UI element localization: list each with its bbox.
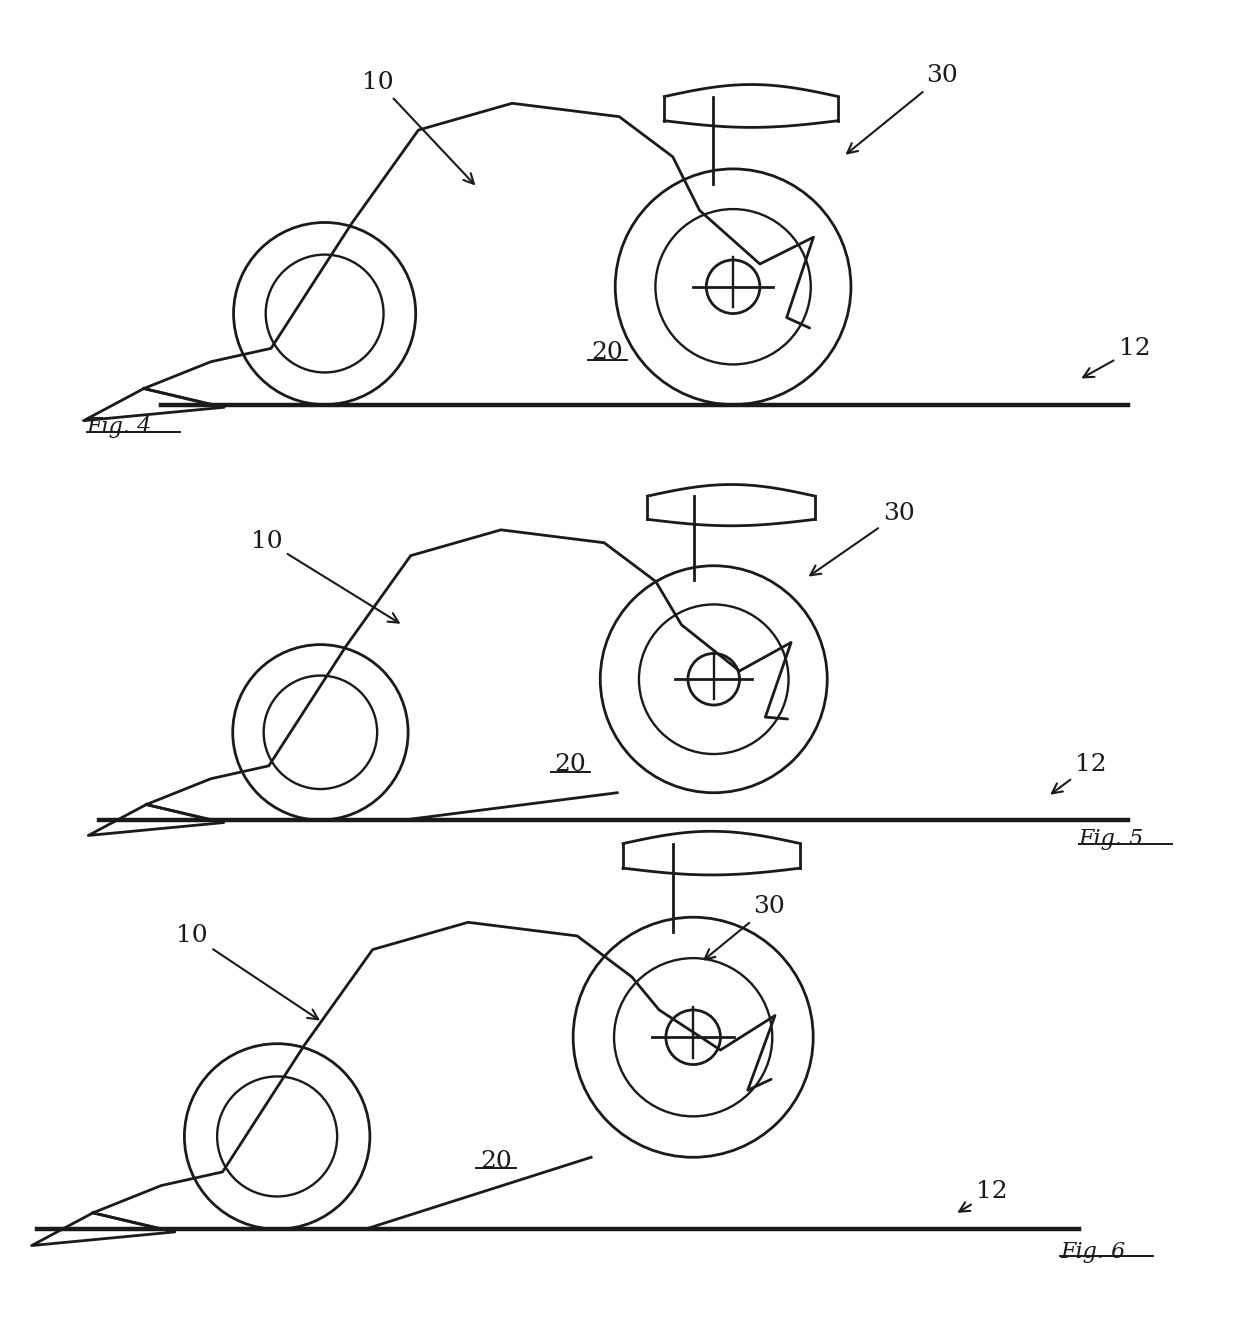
Text: 30: 30 [810, 503, 915, 576]
Text: Fig. 6: Fig. 6 [1060, 1241, 1126, 1262]
Text: 20: 20 [480, 1149, 512, 1173]
Text: 10: 10 [250, 529, 398, 622]
Text: 12: 12 [1052, 753, 1107, 794]
Text: 12: 12 [960, 1181, 1008, 1212]
Text: 10: 10 [362, 70, 474, 184]
Text: Fig. 5: Fig. 5 [1079, 827, 1145, 850]
Text: 20: 20 [591, 340, 624, 364]
Text: 10: 10 [176, 924, 319, 1019]
Text: 20: 20 [554, 753, 587, 775]
Text: 30: 30 [847, 64, 959, 153]
Text: Fig. 4: Fig. 4 [87, 416, 153, 438]
Text: 12: 12 [1084, 338, 1151, 378]
Text: 30: 30 [704, 895, 785, 959]
